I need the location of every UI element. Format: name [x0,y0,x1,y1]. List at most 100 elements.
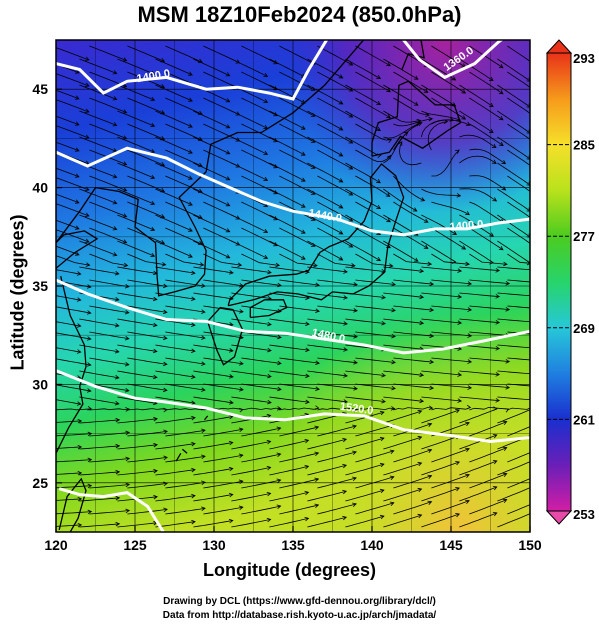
streamline [155,162,193,180]
streamline [459,266,500,271]
streamline-arrow [348,191,354,196]
streamline-arrow [197,58,203,63]
streamline-arrow [427,422,433,427]
streamline-arrow [112,96,118,101]
streamline [127,201,165,218]
streamline-arrow [451,102,457,107]
streamline-arrow [122,213,128,218]
streamline-arrow [379,410,385,416]
streamline [307,84,343,105]
streamline-arrow [376,74,382,80]
streamline-arrow [237,262,243,267]
streamline-arrow [87,405,93,411]
streamline-arrow [381,372,386,378]
streamline-arrow [540,498,544,502]
streamline [89,510,130,515]
streamline [507,71,530,88]
streamline [317,45,353,66]
streamline [193,266,234,274]
streamline-arrow [530,460,534,464]
streamline [507,45,530,62]
streamline-arrow [191,519,196,525]
streamline [507,504,530,515]
streamline [279,253,318,266]
streamline-arrow [530,434,534,438]
streamline-arrow [498,90,504,95]
streamline [203,279,244,287]
streamline-arrow [239,361,244,366]
x-axis-label: Longitude (degrees) [202,560,376,580]
streamline [241,407,281,411]
streamline-arrow [84,56,90,61]
streamline-arrow [417,513,423,519]
streamline [56,141,80,152]
streamline [507,227,530,244]
streamline [193,468,233,476]
streamline-arrow [348,139,354,144]
streamline-arrow [84,82,90,87]
streamline-arrow [391,307,396,313]
colorbar-tick-label: 277 [573,229,595,244]
streamline-arrow [76,401,82,406]
streamline-arrow [266,439,272,445]
streamline [203,253,242,266]
streamline-arrow [495,320,501,325]
streamline [459,214,494,237]
streamline-arrow [114,322,120,328]
streamline [431,448,470,463]
streamline-arrow [190,270,196,275]
streamline-arrow [300,125,306,130]
streamline [421,240,456,263]
streamline [383,410,422,424]
streamline [469,279,510,284]
streamline-arrow [389,449,395,454]
streamline [421,188,461,197]
streamline-arrow [84,238,90,243]
streamline-arrow [123,262,129,268]
streamline-arrow [537,221,541,225]
streamline [165,97,203,115]
streamline [469,148,506,165]
contour-label: 1520.0 [339,401,374,418]
streamline-arrow [419,320,425,326]
streamline [497,58,530,82]
streamline [393,449,432,463]
streamline-arrow [263,98,269,103]
streamline-arrow [537,195,541,199]
streamline [241,357,282,364]
streamline-arrow [115,443,121,449]
streamline [269,491,309,502]
streamline [355,331,396,337]
streamline [497,292,530,297]
streamline [79,419,120,424]
streamline-arrow [86,336,92,341]
streamline-arrow [277,334,282,340]
streamline [79,266,119,275]
streamline [393,118,433,127]
streamline-arrow [348,217,354,222]
streamline [497,136,530,160]
streamline-arrow [197,162,203,167]
streamline-arrow [427,474,433,479]
x-tick-label: 145 [439,537,463,553]
streamline [127,149,165,166]
streamline-arrow [114,270,120,276]
streamline-arrow [417,121,423,127]
streamline [507,253,530,264]
streamline-arrow [381,398,386,404]
streamline-arrow [74,225,80,230]
streamline [155,344,195,352]
streamline [241,175,278,194]
streamline-arrow [352,424,357,429]
streamline [279,97,316,117]
streamline [203,428,243,437]
streamline [497,318,530,323]
streamline-arrow [467,307,473,312]
streamline [155,240,193,258]
streamline [507,149,530,166]
streamline [127,408,168,411]
streamline [56,472,82,475]
streamline-arrow [389,475,395,480]
streamline [56,167,80,178]
streamline-arrow [76,271,82,276]
